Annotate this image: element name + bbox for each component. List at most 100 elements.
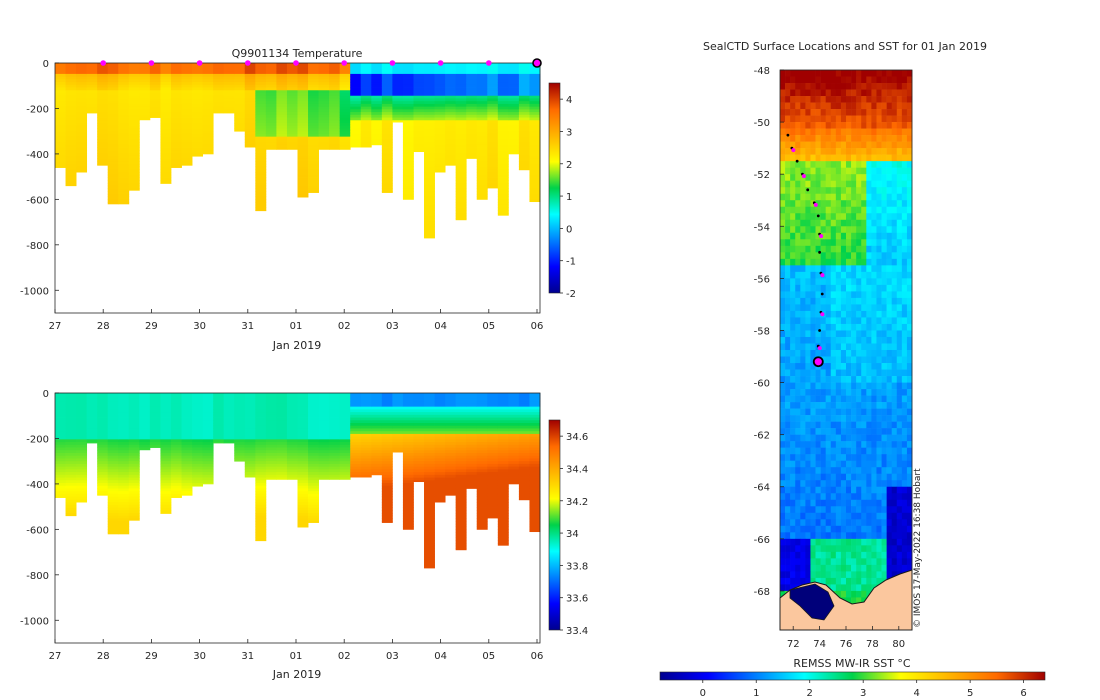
salinity-cell <box>170 412 182 416</box>
temperature-cell <box>234 117 246 121</box>
salinity-cell <box>234 414 246 418</box>
temperature-cell <box>424 139 435 143</box>
salinity-cell <box>466 398 478 402</box>
salinity-cell <box>297 406 309 410</box>
sst-cell <box>886 304 892 312</box>
sst-cell <box>871 323 877 331</box>
sst-cell <box>856 376 862 383</box>
sst-cell <box>896 343 903 351</box>
temperature-cell <box>286 114 298 118</box>
sst-cell <box>906 323 913 331</box>
salinity-cell <box>55 439 66 443</box>
temperature-cell <box>402 125 414 129</box>
temperature-cell <box>234 82 246 86</box>
temperature-cell <box>476 73 488 78</box>
temperature-cell <box>476 163 488 168</box>
salinity-cell <box>487 510 499 514</box>
salinity-cell <box>508 417 520 421</box>
sst-cell <box>906 297 913 305</box>
temperature-cell <box>371 73 383 78</box>
salinity-cell <box>424 510 435 514</box>
sst-cell <box>790 278 796 286</box>
temperature-cell <box>402 93 414 97</box>
sst-cell <box>861 102 867 110</box>
temperature-cell <box>371 76 383 80</box>
salinity-cell <box>202 463 214 468</box>
salinity-cell <box>392 433 404 438</box>
sst-cell <box>866 252 872 260</box>
salinity-cell <box>529 450 541 454</box>
salinity-cell <box>255 488 267 492</box>
salinity-cell <box>497 469 509 473</box>
salinity-cell <box>413 477 425 481</box>
sst-cell <box>846 284 852 292</box>
salinity-cell <box>255 453 267 457</box>
sst-cell <box>795 115 801 123</box>
temperature-cell <box>308 133 319 138</box>
sst-cell <box>800 245 806 253</box>
sst-cell <box>881 148 887 155</box>
sst-cell <box>840 239 847 247</box>
salinity-cell <box>476 420 488 424</box>
salinity-cell <box>118 472 130 476</box>
temperature-cell <box>160 101 172 105</box>
temperature-cell <box>297 166 309 170</box>
temperature-cell <box>318 103 330 108</box>
sst-cell <box>785 304 791 312</box>
salinity-cell <box>160 493 172 498</box>
salinity-cell <box>276 423 288 427</box>
sst-cell <box>810 219 816 227</box>
sst-cell <box>795 343 801 351</box>
temperature-cell <box>265 63 277 67</box>
sst-cell <box>795 122 801 129</box>
temperature-cell <box>434 68 446 72</box>
sst-cell <box>846 89 852 97</box>
temperature-cell <box>234 93 246 97</box>
salinity-cell <box>308 469 319 473</box>
temperature-cell <box>529 101 541 105</box>
temperature-cell <box>181 136 193 140</box>
salinity-cell <box>192 483 204 487</box>
temperature-cell <box>192 65 204 69</box>
salinity-cell <box>445 444 457 448</box>
salinity-cell <box>381 447 393 451</box>
sst-cell <box>830 265 837 273</box>
temperature-cell <box>518 169 530 171</box>
salinity-cell <box>402 439 414 443</box>
salinity-cell <box>244 423 256 427</box>
salinity-cell <box>65 510 77 514</box>
temperature-cell <box>487 183 499 187</box>
temperature-cell <box>455 101 467 105</box>
salinity-cell <box>402 499 414 503</box>
sst-cell <box>866 363 872 370</box>
salinity-cell <box>107 502 119 506</box>
temperature-cell <box>297 101 309 105</box>
salinity-cell <box>434 425 446 429</box>
sst-cell <box>861 350 867 357</box>
salinity-cell <box>529 439 541 443</box>
temperature-cell <box>276 147 288 150</box>
sst-cell <box>780 193 786 201</box>
salinity-cell <box>360 439 372 443</box>
sst-cell <box>901 174 908 181</box>
sst-cell <box>835 291 842 299</box>
temperature-cell <box>265 65 277 69</box>
temperature-cell <box>413 76 425 80</box>
salinity-cell <box>339 393 351 397</box>
temperature-cell <box>65 163 77 168</box>
salinity-cell <box>381 485 393 489</box>
colorbar-tick-label: 0 <box>566 224 572 235</box>
sst-cell <box>871 122 877 129</box>
salinity-cell <box>339 428 351 432</box>
temperature-cell <box>234 123 246 127</box>
temperature-cell <box>107 71 119 75</box>
sst-cell <box>795 154 801 162</box>
salinity-cell <box>371 395 383 399</box>
salinity-cell <box>476 458 488 462</box>
salinity-cell <box>255 529 267 533</box>
sst-cell <box>866 304 872 312</box>
sst-cell <box>846 278 852 286</box>
salinity-cell <box>360 409 372 413</box>
salinity-cell <box>424 523 435 528</box>
sst-cell <box>851 135 857 142</box>
